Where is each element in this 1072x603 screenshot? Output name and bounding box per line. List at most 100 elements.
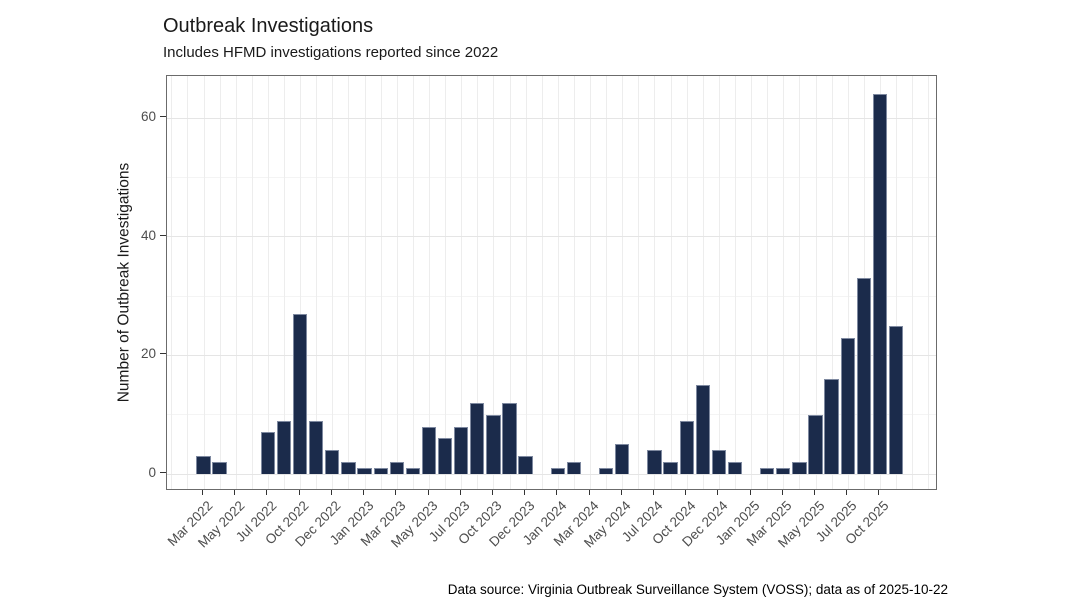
- v-gridline: [477, 76, 479, 489]
- bar: [357, 467, 372, 474]
- bar: [888, 325, 904, 474]
- bar: [518, 455, 533, 474]
- y-tick-mark: [160, 353, 166, 355]
- v-gridline: [831, 76, 833, 489]
- bar: [212, 461, 227, 474]
- v-gridline: [493, 76, 495, 489]
- bar: [292, 313, 308, 474]
- bar: [760, 467, 775, 474]
- bar: [389, 461, 404, 474]
- y-tick-label: 40: [140, 227, 156, 243]
- x-tick-mark: [363, 490, 365, 495]
- bar: [437, 437, 453, 474]
- v-gridline: [445, 76, 447, 489]
- v-gridline: [412, 76, 414, 489]
- v-gridline: [799, 76, 801, 489]
- bar: [615, 443, 630, 474]
- x-tick-mark: [298, 490, 300, 495]
- plot-panel: [166, 75, 937, 490]
- x-tick-mark: [556, 490, 558, 495]
- v-gridline: [541, 76, 543, 489]
- chart-title: Outbreak Investigations: [163, 15, 374, 37]
- x-tick-mark: [781, 490, 783, 495]
- x-tick-mark: [620, 490, 622, 495]
- v-gridline: [380, 76, 382, 489]
- data-source-caption: Data source: Virginia Outbreak Surveilla…: [447, 582, 948, 597]
- v-gridline: [702, 76, 704, 489]
- v-gridline: [573, 76, 575, 489]
- v-gridline: [235, 76, 237, 489]
- v-gridline: [815, 76, 817, 489]
- bar: [647, 449, 662, 474]
- v-gridline: [429, 76, 430, 489]
- x-tick-mark: [685, 490, 687, 495]
- v-gridline: [251, 76, 253, 489]
- v-gridline: [654, 76, 656, 489]
- v-gridline: [284, 76, 285, 489]
- bar: [727, 461, 743, 474]
- v-gridline: [219, 76, 221, 489]
- x-tick-mark: [588, 490, 590, 495]
- bar: [840, 337, 855, 474]
- h-gridline-minor: [167, 177, 936, 178]
- bar: [856, 277, 871, 474]
- v-gridline: [686, 76, 688, 489]
- v-gridline: [316, 76, 318, 489]
- y-tick-label: 60: [140, 109, 156, 125]
- x-tick-mark: [846, 490, 848, 495]
- v-gridline: [912, 76, 914, 489]
- bar: [454, 426, 469, 474]
- bar: [566, 461, 582, 474]
- bar: [309, 420, 324, 474]
- bar: [776, 467, 791, 474]
- x-tick-mark: [427, 490, 429, 495]
- v-gridline: [461, 76, 463, 489]
- v-gridline: [171, 76, 173, 489]
- x-tick-mark: [524, 490, 526, 495]
- bar: [598, 467, 614, 474]
- bar: [502, 402, 517, 474]
- v-gridline: [509, 76, 511, 489]
- v-gridline: [606, 76, 608, 489]
- v-gridline: [332, 76, 334, 489]
- x-tick-mark: [202, 490, 203, 495]
- v-gridline: [590, 76, 591, 489]
- v-gridline: [622, 76, 624, 489]
- bar: [792, 461, 807, 474]
- y-tick-mark: [160, 234, 166, 236]
- bar: [679, 420, 694, 474]
- bar: [711, 449, 727, 474]
- y-tick-mark: [160, 472, 166, 473]
- v-gridline: [364, 76, 366, 489]
- bar: [663, 461, 678, 474]
- bar: [260, 431, 276, 474]
- bar: [341, 461, 356, 474]
- v-gridline: [751, 76, 753, 489]
- v-gridline: [783, 76, 785, 489]
- v-gridline: [767, 76, 769, 489]
- v-gridline: [896, 76, 897, 489]
- bar: [695, 384, 710, 474]
- h-gridline: [167, 354, 936, 356]
- v-gridline: [735, 76, 736, 489]
- x-tick-mark: [330, 490, 332, 495]
- x-tick-mark: [749, 490, 751, 495]
- h-gridline-minor: [167, 295, 936, 297]
- bar: [824, 378, 839, 474]
- bar: [325, 449, 340, 474]
- bar: [421, 426, 437, 474]
- v-gridline: [396, 76, 398, 489]
- y-tick-label: 0: [148, 465, 156, 480]
- x-tick-mark: [491, 490, 493, 495]
- y-tick-mark: [160, 116, 166, 118]
- v-gridline: [348, 76, 350, 489]
- bar: [196, 455, 211, 474]
- bar: [550, 467, 565, 474]
- y-tick-label: 20: [140, 346, 156, 362]
- x-tick-mark: [652, 490, 654, 495]
- v-gridline: [300, 76, 302, 489]
- bar: [872, 93, 888, 474]
- v-gridline: [557, 76, 559, 489]
- h-gridline: [167, 236, 936, 238]
